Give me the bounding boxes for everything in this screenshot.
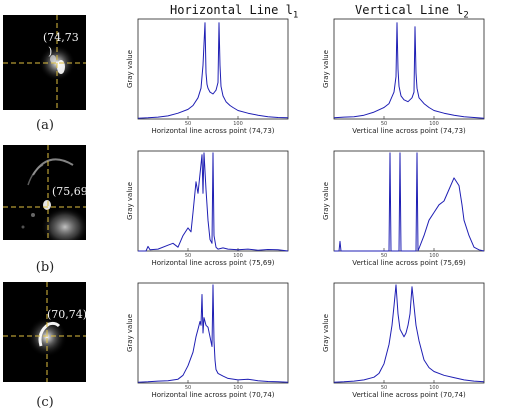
- image-panel-c: (70,74): [3, 282, 86, 382]
- series-line: [334, 152, 485, 252]
- horizontal-title-text: Horizontal Line l: [170, 3, 293, 17]
- coord-label-b: (75,69): [52, 185, 86, 198]
- plot-frame: [333, 18, 485, 120]
- vertical-column-title: Vertical Line l2: [355, 3, 469, 20]
- panel-label-b: (b): [35, 260, 55, 275]
- coord-label-c: (70,74): [47, 308, 86, 321]
- coord-label-a-suffix: ): [48, 45, 53, 58]
- panel-label-a: (a): [36, 118, 54, 133]
- x-tick-label: 100: [233, 385, 243, 391]
- x-tick-label: 50: [381, 253, 387, 259]
- x-tick-label: 100: [429, 121, 439, 127]
- x-tick-label: 100: [429, 253, 439, 259]
- series-line: [333, 284, 485, 383]
- x-axis-label: Vertical line across point (74,73): [352, 127, 466, 135]
- plot-frame: [137, 282, 289, 384]
- x-tick-label: 50: [381, 121, 387, 127]
- series-line: [138, 152, 289, 252]
- x-tick-label: 100: [429, 385, 439, 391]
- x-tick-label: 50: [185, 385, 191, 391]
- plot-frame: [137, 150, 289, 252]
- y-axis-label: Gray value: [126, 50, 134, 88]
- plot-frame: [137, 18, 289, 120]
- plot-b-horizontal: 50 100 Horizontal line across point (75,69…: [122, 147, 302, 277]
- plot-c-vertical: 50 100 Vertical line across point (70,74) G…: [318, 279, 498, 409]
- vertical-title-subscript: 2: [463, 10, 469, 21]
- x-axis-label: Horizontal line across point (70,74): [151, 391, 274, 399]
- x-tick-label: 50: [185, 121, 191, 127]
- coord-label-a: (74,73: [43, 31, 79, 44]
- image-panel-b: (75,69): [3, 145, 86, 240]
- y-axis-label: Gray value: [322, 314, 330, 352]
- vertical-title-text: Vertical Line l: [355, 3, 464, 17]
- x-tick-label: 100: [233, 121, 243, 127]
- series-line: [333, 22, 485, 119]
- plot-a-vertical: 50 100 Vertical line across point (74,73) G…: [318, 15, 498, 145]
- x-axis-label: Horizontal line across point (75,69): [151, 259, 274, 267]
- x-tick-label: 50: [185, 253, 191, 259]
- image-panel-a: (74,73 ): [3, 15, 86, 110]
- x-tick-label: 100: [233, 253, 243, 259]
- plot-a-horizontal: 50 100 Horizontal line across point (74,73…: [122, 15, 302, 145]
- y-axis-label: Gray value: [322, 182, 330, 220]
- panel-label-c: (c): [36, 395, 54, 410]
- y-axis-label: Gray value: [126, 182, 134, 220]
- y-axis-label: Gray value: [322, 50, 330, 88]
- plot-frame: [333, 282, 485, 384]
- series-line: [137, 22, 289, 119]
- plot-b-vertical: 50 100 Vertical line across point (75,69) G…: [318, 147, 498, 277]
- x-axis-label: Horizontal line across point (74,73): [151, 127, 274, 135]
- x-axis-label: Vertical line across point (70,74): [352, 391, 466, 399]
- x-tick-label: 50: [381, 385, 387, 391]
- x-axis-label: Vertical line across point (75,69): [352, 259, 466, 267]
- series-line: [137, 284, 289, 383]
- horizontal-column-title: Horizontal Line l1: [170, 3, 298, 20]
- plot-c-horizontal: 50 100 Horizontal line across point (70,74…: [122, 279, 302, 409]
- horizontal-title-subscript: 1: [292, 10, 299, 21]
- y-axis-label: Gray value: [126, 314, 134, 352]
